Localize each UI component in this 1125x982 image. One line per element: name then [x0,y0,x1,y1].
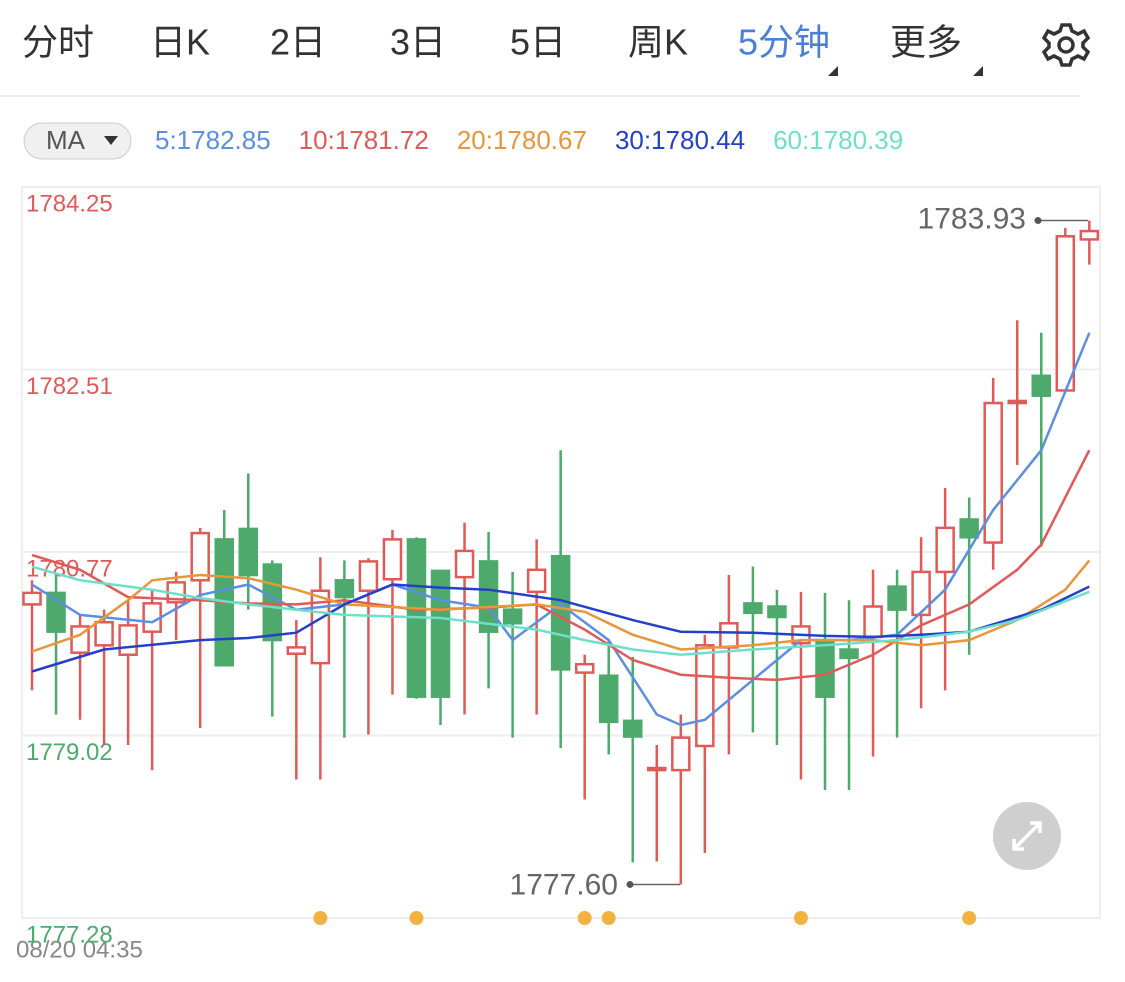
ma-line [31,332,1091,727]
candle-body [839,648,859,660]
settings-icon[interactable] [1041,23,1091,67]
event-marker [313,911,328,925]
tab-caret [973,66,983,76]
candle-body [262,563,283,642]
y-tick-label: 1782.51 [26,373,113,400]
y-tick-label: 1784.25 [26,190,113,217]
y-tick-label: 1777.28 [26,921,113,948]
candle-body [286,646,307,655]
extreme-label: 1777.60 [510,868,618,901]
candle-body [887,585,907,611]
candle-body [22,591,42,606]
tab[interactable]: 5分钟 [738,22,830,63]
candle-body [863,605,883,639]
candle-body [647,766,667,772]
ma-line [31,583,1090,673]
candle-body [671,736,691,772]
candle-body [502,608,523,625]
candle-body [190,531,210,582]
candle-body [1079,229,1100,241]
expand-button[interactable] [993,802,1061,870]
indicator-label: MA [46,125,86,155]
ma-line [31,559,1091,653]
event-marker [962,911,977,925]
extreme-dot [626,880,634,888]
tab[interactable]: 2日 [270,22,326,63]
legend-entry: 60:1780.39 [773,125,903,155]
legend-entry: 10:1781.72 [299,125,429,155]
candle-body [574,662,595,674]
event-marker [793,911,808,925]
candle-body [526,568,547,594]
candle-body [310,589,331,665]
candle-body [1031,374,1052,397]
candle-body [430,569,451,698]
event-marker [409,911,424,925]
candle-body [118,624,138,657]
tab[interactable]: 分时 [22,22,94,63]
legend-entry: 30:1780.44 [615,125,745,155]
candle-body [1055,235,1076,392]
candle-body [815,638,835,698]
candle-body [935,526,955,574]
event-marker [601,911,616,925]
candle-body [1007,399,1027,405]
candle-body [911,570,931,617]
tab[interactable]: 日K [150,22,210,63]
candle-body [983,401,1003,544]
legend-entry: 20:1780.67 [457,125,587,155]
candle-body [334,579,355,599]
tab[interactable]: 更多 [890,22,962,63]
candle-body [743,602,763,615]
extreme-dot [1034,217,1042,225]
candle-body [454,549,475,579]
candle-body [94,620,114,647]
candle-body [238,527,259,577]
legend-entry: 5:1782.85 [155,125,271,155]
candle-body [358,560,379,593]
tab-caret [828,66,838,76]
candle-body [382,538,403,581]
tab[interactable]: 5日 [510,22,566,63]
candle-body [767,605,787,619]
event-marker [577,911,592,925]
candle-body [598,674,619,724]
y-tick-label: 1779.02 [26,739,113,766]
candle-body [695,644,715,748]
tab[interactable]: 3日 [390,22,446,63]
timestamp: 08/20 04:35 [16,936,143,963]
tab[interactable]: 周K [628,22,688,63]
candle-body [478,560,499,633]
candle-body [959,518,979,539]
indicator-caret [104,136,118,145]
candle-body [623,719,643,738]
indicator-button[interactable] [23,122,132,160]
extreme-label: 1783.93 [918,202,1026,235]
ma-line [31,565,1090,657]
candle-body [719,622,739,649]
